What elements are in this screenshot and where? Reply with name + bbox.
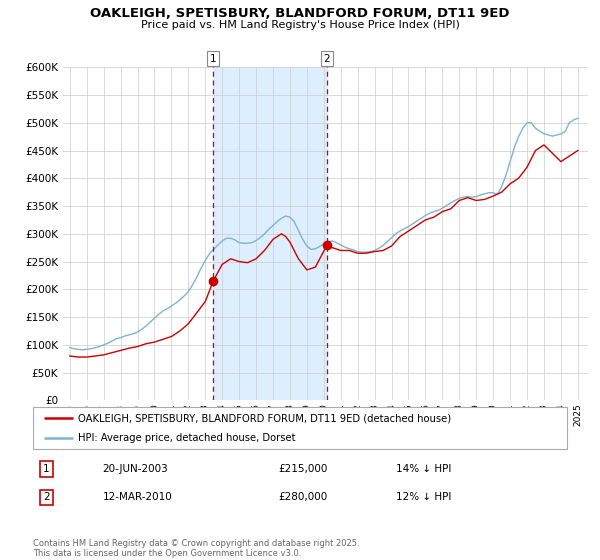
Text: £280,000: £280,000 — [278, 492, 328, 502]
Text: £215,000: £215,000 — [278, 464, 328, 474]
Text: OAKLEIGH, SPETISBURY, BLANDFORD FORUM, DT11 9ED: OAKLEIGH, SPETISBURY, BLANDFORD FORUM, D… — [90, 7, 510, 20]
Text: 1: 1 — [210, 54, 217, 64]
Text: 2: 2 — [324, 54, 331, 64]
Text: Price paid vs. HM Land Registry's House Price Index (HPI): Price paid vs. HM Land Registry's House … — [140, 20, 460, 30]
Text: 12-MAR-2010: 12-MAR-2010 — [103, 492, 172, 502]
Text: 2: 2 — [43, 492, 50, 502]
Text: 14% ↓ HPI: 14% ↓ HPI — [396, 464, 451, 474]
Bar — [213, 67, 327, 400]
Text: OAKLEIGH, SPETISBURY, BLANDFORD FORUM, DT11 9ED (detached house): OAKLEIGH, SPETISBURY, BLANDFORD FORUM, D… — [79, 413, 452, 423]
Text: 12% ↓ HPI: 12% ↓ HPI — [396, 492, 451, 502]
Text: Contains HM Land Registry data © Crown copyright and database right 2025.
This d: Contains HM Land Registry data © Crown c… — [33, 539, 359, 558]
Text: HPI: Average price, detached house, Dorset: HPI: Average price, detached house, Dors… — [79, 433, 296, 443]
Text: 20-JUN-2003: 20-JUN-2003 — [103, 464, 168, 474]
Text: 1: 1 — [43, 464, 50, 474]
